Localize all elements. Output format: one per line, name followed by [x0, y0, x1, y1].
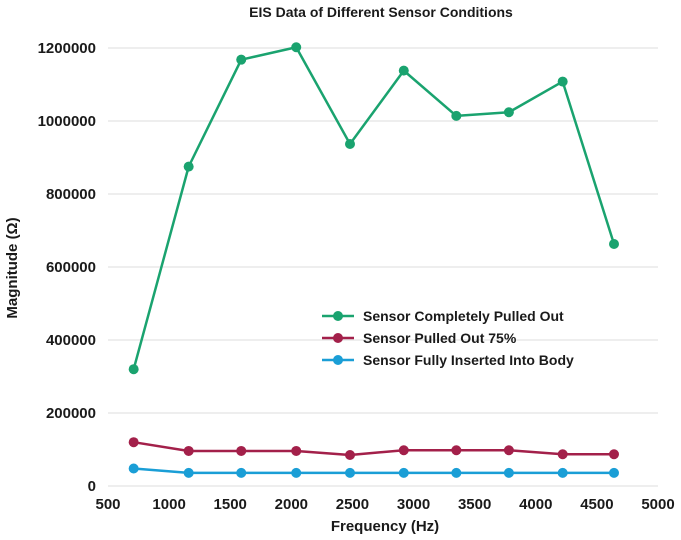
gridlines	[108, 47, 658, 487]
series-line-1	[133, 440, 614, 457]
x-tick-label: 4500	[580, 496, 613, 513]
series-line-0	[132, 46, 616, 370]
legend-swatch-marker	[333, 333, 343, 343]
series-group	[128, 42, 619, 478]
data-point	[183, 467, 194, 478]
data-point	[236, 54, 247, 65]
data-point	[451, 445, 462, 456]
chart-title: EIS Data of Different Sensor Conditions	[249, 4, 513, 20]
x-tick-label: 1000	[152, 496, 185, 513]
data-point	[398, 467, 409, 478]
data-point	[398, 445, 409, 456]
data-point	[183, 161, 194, 172]
y-axis-title: Magnitude (Ω)	[4, 217, 21, 318]
legend-swatch-marker	[333, 355, 343, 365]
data-point	[128, 364, 139, 375]
legend-label: Sensor Pulled Out 75%	[363, 330, 517, 346]
y-tick-label: 1000000	[38, 113, 96, 130]
data-point	[345, 467, 355, 478]
data-point	[291, 42, 302, 53]
data-point	[609, 449, 619, 460]
y-tick-label: 0	[88, 478, 96, 495]
x-tick-label: 2000	[275, 496, 308, 513]
series-line-2	[133, 467, 614, 475]
data-point	[451, 467, 462, 478]
y-tick-label: 800000	[46, 186, 96, 203]
legend: Sensor Completely Pulled Out Sensor Pulle…	[322, 308, 574, 368]
data-point	[557, 449, 568, 460]
data-point	[291, 467, 302, 478]
x-tick-label: 5000	[641, 496, 674, 513]
x-axis-ticks: 500 1000 1500 2000 2500 3000 3500 4000 4500 5000	[95, 496, 674, 513]
legend-swatch-marker	[333, 311, 343, 321]
data-point	[609, 239, 619, 250]
x-axis-title: Frequency (Hz)	[331, 518, 439, 535]
x-tick-label: 3500	[458, 496, 491, 513]
data-point	[291, 445, 302, 456]
data-point	[236, 467, 247, 478]
data-point	[398, 65, 409, 76]
data-point	[345, 449, 355, 460]
data-point	[609, 467, 619, 478]
data-point	[503, 445, 514, 456]
data-point	[128, 463, 139, 474]
legend-label: Sensor Fully Inserted Into Body	[363, 352, 574, 368]
x-tick-label: 4000	[519, 496, 552, 513]
data-point	[345, 138, 355, 149]
legend-label: Sensor Completely Pulled Out	[363, 308, 564, 324]
x-tick-label: 500	[95, 496, 120, 513]
y-tick-label: 1200000	[38, 40, 96, 57]
data-point	[557, 76, 568, 87]
data-point	[557, 467, 568, 478]
data-point	[128, 437, 139, 448]
y-tick-label: 400000	[46, 332, 96, 349]
y-tick-label: 200000	[46, 405, 96, 422]
y-axis-ticks: 0 200000 400000 600000 800000 1000000 1200000	[38, 40, 96, 495]
data-point	[503, 107, 514, 118]
x-tick-label: 2500	[336, 496, 369, 513]
data-point	[503, 467, 514, 478]
x-tick-label: 3000	[397, 496, 430, 513]
data-point	[183, 445, 194, 456]
x-tick-label: 1500	[214, 496, 247, 513]
data-point	[451, 110, 462, 121]
y-tick-label: 600000	[46, 259, 96, 276]
data-point	[236, 445, 247, 456]
